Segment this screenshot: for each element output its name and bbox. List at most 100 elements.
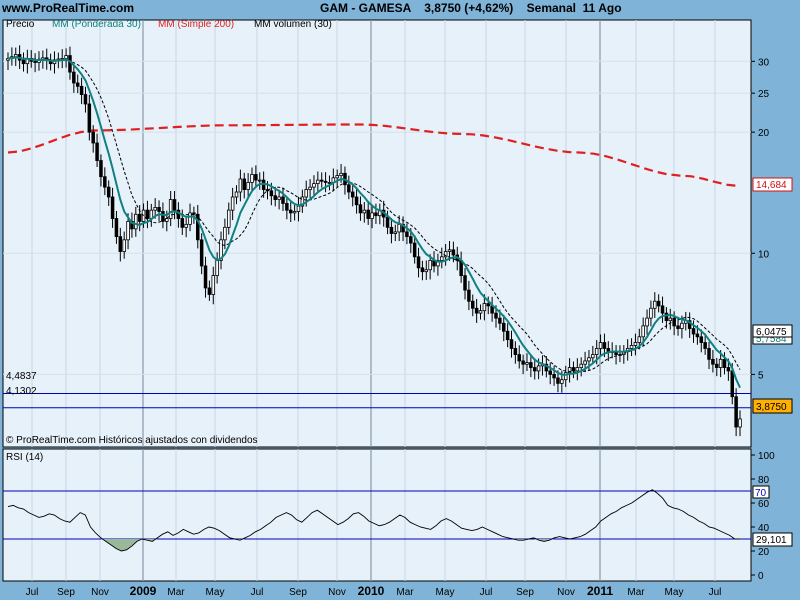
x-tick-label: Sep — [57, 587, 75, 598]
candle-body — [106, 186, 111, 198]
rsi-panel — [2, 448, 752, 582]
rsi-tick-label: 80 — [758, 475, 770, 486]
x-grid-rsi — [31, 449, 716, 581]
rsi-value: 29,101 — [756, 535, 787, 546]
candle-body — [196, 213, 200, 241]
candle-body — [660, 305, 665, 314]
candle-body — [703, 342, 707, 349]
x-tick-label: Mar — [396, 587, 414, 598]
candle-body — [316, 179, 320, 184]
candle-body — [114, 218, 119, 238]
rsi-tick-label: 0 — [758, 571, 764, 582]
rsi-70-label: 70 — [755, 488, 767, 499]
candle-body — [509, 339, 514, 349]
footer-note: © ProRealTime.com Históricos ajustados c… — [6, 435, 258, 446]
candle-body — [118, 236, 123, 252]
x-tick-label: Jul — [709, 587, 722, 598]
candle-body — [668, 317, 673, 322]
candle-body — [552, 373, 556, 379]
candle-body — [319, 179, 324, 182]
candle-body — [482, 303, 487, 312]
y-tick-label: 30 — [758, 57, 770, 68]
candle-body — [327, 182, 332, 184]
y-grid-main — [3, 60, 751, 375]
candle-body — [699, 336, 704, 343]
candle-body — [416, 256, 421, 269]
date: 11 Ago — [582, 1, 622, 15]
x-tick-label: 2009 — [130, 584, 157, 598]
candle-body — [168, 199, 173, 219]
candle-body — [242, 178, 247, 190]
ma30-path — [7, 56, 741, 389]
candle-body — [680, 322, 684, 329]
candle-body — [250, 174, 254, 183]
candle-body — [288, 209, 293, 214]
candle-body — [594, 348, 599, 355]
candle-body — [707, 348, 711, 360]
candle-body — [21, 59, 26, 65]
candle-body — [13, 54, 18, 58]
x-tick-label: 2010 — [358, 584, 385, 598]
candle-body — [385, 216, 390, 228]
candle-body — [637, 336, 642, 343]
candle-body — [207, 287, 212, 295]
candle-body — [436, 260, 440, 267]
candle-body — [440, 256, 444, 261]
candle-body — [180, 218, 185, 228]
candle-body — [83, 94, 88, 105]
x-tick-label: Jul — [26, 587, 39, 598]
rsi-path — [7, 489, 740, 552]
candle-body — [730, 370, 735, 398]
legend-volume: MM volumen (30) — [254, 19, 332, 30]
legend-ma30: MM (Ponderada 30) — [52, 19, 141, 30]
support-label-lower: 4,1302 — [6, 386, 37, 397]
candle-body — [273, 195, 277, 200]
candle-body — [281, 196, 285, 204]
candle-body — [474, 307, 479, 314]
title-bar: www.ProRealTime.com GAM - GAMESA 3,8750 … — [0, 0, 800, 18]
candle-body — [188, 212, 192, 225]
candle-body — [304, 189, 308, 198]
x-tick-label: Sep — [516, 587, 534, 598]
candle-body — [230, 196, 235, 211]
candle-body — [726, 367, 731, 372]
candle-body — [122, 239, 126, 252]
x-tick-label: May — [436, 587, 455, 598]
candle-body — [478, 310, 483, 314]
candle-body — [203, 265, 208, 289]
y-tick-label: 25 — [758, 89, 770, 100]
candle-body — [536, 365, 541, 372]
candle-body — [606, 348, 611, 352]
candle-body — [517, 354, 521, 362]
candle-body — [161, 211, 165, 222]
candle-body — [312, 183, 316, 188]
rsi-70-tag: 70 — [752, 485, 770, 499]
candle-body — [308, 186, 312, 190]
candle-body — [238, 178, 243, 193]
x-tick-label: May — [206, 587, 225, 598]
x-tick-label: Nov — [91, 587, 109, 598]
candle-body — [653, 300, 657, 309]
candle-body — [722, 358, 727, 368]
candle-body — [87, 103, 92, 133]
candle-body — [560, 379, 564, 384]
candle-body — [494, 312, 498, 319]
ma30-value: 6,0475 — [756, 327, 787, 338]
candle-body — [103, 176, 107, 188]
candle-body — [99, 160, 103, 178]
candle-body — [501, 322, 506, 332]
candle-body — [602, 342, 607, 349]
x-tick-label: Jul — [251, 587, 264, 598]
site-url[interactable]: www.ProRealTime.com — [2, 1, 135, 15]
rsi-label: RSI (14) — [6, 452, 43, 463]
candle-body — [428, 260, 432, 271]
price-change: 3,8750 (+4,62%) — [424, 1, 514, 15]
candle-body — [587, 357, 591, 362]
x-tick-label: Nov — [557, 587, 575, 598]
candle-body — [366, 209, 370, 219]
candle-body — [695, 333, 700, 338]
candle-body — [393, 231, 398, 234]
candle-body — [498, 317, 502, 324]
candle-body — [649, 307, 653, 319]
